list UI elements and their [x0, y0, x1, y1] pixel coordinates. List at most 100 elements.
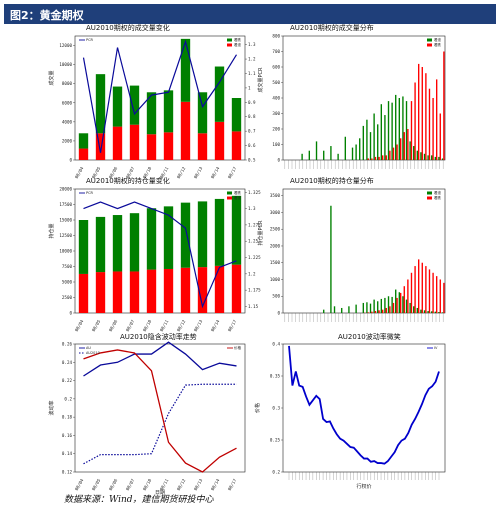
- bar-put: [231, 98, 242, 132]
- bar-call: [409, 302, 411, 313]
- bar-put: [146, 208, 157, 270]
- y-tick-label: 2000: [270, 243, 281, 248]
- chart-panel-2: AU2010期权的成交量分布 0 100 200 300 400 500 600 700 800 看…: [272, 23, 446, 169]
- bar-call: [395, 94, 397, 160]
- y-tick-label: 0.2: [64, 396, 72, 401]
- bar-call: [180, 101, 191, 160]
- bar-call: [323, 309, 325, 313]
- bar-put: [367, 158, 369, 160]
- footer-source: 数据来源：Wind，建信期货研投中心: [64, 495, 214, 505]
- y-tick-label: 0.2: [272, 470, 280, 475]
- bar-call: [112, 126, 123, 160]
- bar-call: [231, 264, 242, 313]
- bar-call: [146, 134, 157, 160]
- bar-call: [391, 296, 393, 313]
- y2-tick-label: 1.275: [248, 222, 261, 227]
- bar-call: [377, 301, 379, 313]
- y-axis-label: 持仓量: [48, 223, 55, 238]
- bar-call: [395, 289, 397, 313]
- x-tick-label: 08/10: [142, 319, 153, 333]
- bar-call: [231, 131, 242, 160]
- y2-tick-label: 0.7: [248, 129, 256, 134]
- bar-call: [434, 311, 436, 313]
- bar-put: [400, 292, 402, 313]
- bar-call: [366, 302, 368, 313]
- bar-call: [441, 158, 444, 160]
- bar-put: [129, 85, 140, 125]
- x-tick-label: 08/04: [74, 478, 85, 492]
- bar-put: [389, 150, 391, 160]
- y-axis-label: 波动率: [48, 400, 55, 415]
- y-tick-label: 0: [277, 158, 280, 163]
- bar-call: [387, 296, 390, 313]
- y-tick-label: 2000: [62, 138, 73, 143]
- bar-call: [434, 156, 436, 160]
- legend-label: 看涨: [434, 37, 442, 42]
- y-tick-label: 10000: [59, 62, 72, 67]
- bar-call: [409, 141, 411, 160]
- bar-put: [112, 86, 123, 127]
- legend-label: 看涨: [434, 190, 442, 195]
- bar-call: [420, 152, 422, 160]
- chart-title: AU2010期权的持仓量分布: [290, 176, 374, 185]
- y-tick-label: 0.12: [62, 470, 73, 475]
- bar-put: [378, 156, 380, 160]
- y-tick-label: 300: [272, 111, 280, 116]
- bar-put: [163, 206, 174, 269]
- y2-tick-label: 1.1: [248, 71, 256, 76]
- legend-swatch: [427, 191, 432, 195]
- bar-put: [425, 266, 427, 313]
- legend-label: PCR: [86, 191, 94, 195]
- bar-put: [214, 198, 225, 266]
- y2-tick-label: 1.2: [248, 271, 256, 276]
- y2-tick-label: 0.8: [248, 114, 256, 119]
- bar-call: [387, 101, 390, 160]
- bar-put: [371, 311, 373, 313]
- bar-put: [443, 282, 445, 313]
- bar-call: [359, 138, 361, 160]
- y2-tick-label: 1.15: [248, 304, 259, 309]
- bar-put: [407, 279, 409, 313]
- bar-call: [369, 132, 372, 160]
- y2-tick-label: 0.9: [248, 100, 256, 105]
- bar-put: [421, 262, 423, 313]
- legend-label: 看跌: [234, 37, 241, 42]
- legend-label: 看涨: [234, 195, 241, 200]
- y2-tick-label: 1.2: [248, 57, 256, 62]
- y-tick-label: 15000: [59, 218, 72, 223]
- bar-call: [129, 124, 140, 160]
- y-tick-label: 400: [272, 96, 280, 101]
- bar-put: [385, 307, 387, 313]
- y2-tick-label: 1.325: [248, 190, 261, 195]
- bar-call: [163, 132, 174, 160]
- x-tick-label: 08/17: [227, 478, 238, 492]
- bar-call: [366, 119, 368, 160]
- bar-put: [439, 113, 441, 160]
- bar-put: [95, 216, 106, 273]
- y-tick-label: 1500: [270, 260, 281, 265]
- y-tick-label: 6000: [62, 100, 73, 105]
- bar-call: [384, 297, 386, 313]
- bar-call: [330, 146, 332, 160]
- bar-call: [427, 155, 429, 160]
- legend-swatch: [227, 43, 232, 47]
- bar-put: [403, 286, 405, 313]
- chart-title: AU2010隐含波动率走势: [120, 332, 197, 341]
- bar-put: [214, 66, 225, 122]
- chart-panel-1: AU2010期权的成交量变化 0 2000 4000 6000 8000 10000 1200…: [48, 23, 264, 179]
- y2-tick-label: 1.25: [248, 239, 259, 244]
- y-tick-label: 0.4: [272, 342, 280, 347]
- y2-tick-label: 1.3: [248, 206, 256, 211]
- bar-call: [398, 292, 400, 313]
- chart-title: AU2010波动率微笑: [338, 332, 401, 341]
- bar-call: [405, 299, 408, 313]
- bar-put: [146, 92, 157, 135]
- x-axis-label: 日期: [155, 490, 165, 496]
- bar-call: [351, 147, 354, 160]
- chart-title: AU2010期权的成交量分布: [290, 23, 374, 32]
- x-tick-label: 08/14: [210, 319, 221, 333]
- y-tick-label: 1000: [270, 277, 281, 282]
- bar-put: [396, 144, 398, 160]
- bar-call: [373, 113, 375, 160]
- bar-call: [384, 115, 386, 160]
